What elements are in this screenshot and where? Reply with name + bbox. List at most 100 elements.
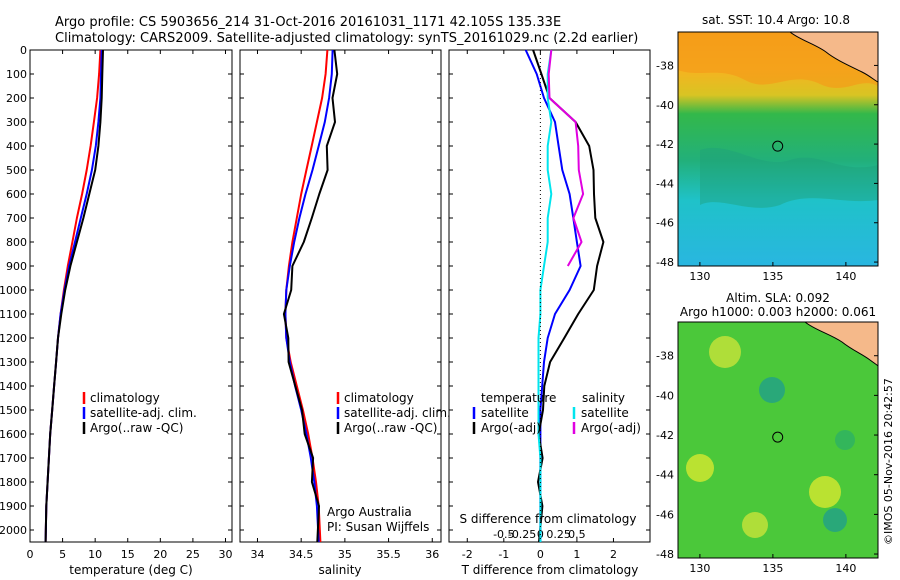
x-tick-label: 15 [121, 548, 135, 561]
s-difference-xlabel: S difference from climatology [460, 512, 637, 526]
y-tick-label: 300 [6, 116, 27, 129]
lat-tick-label: -40 [656, 99, 674, 112]
y-tick-label: 1000 [0, 284, 27, 297]
legend-label: climatology [344, 391, 414, 405]
sla-low [823, 508, 847, 532]
lat-tick-label: -46 [656, 508, 674, 521]
y-tick-label: 900 [6, 260, 27, 273]
lat-tick-label: -38 [656, 350, 674, 363]
y-tick-label: 1700 [0, 452, 27, 465]
sla-high [709, 336, 741, 368]
land-mass [789, 32, 878, 83]
sla-map-subtitle: Argo h1000: 0.003 h2000: 0.061 [680, 305, 876, 319]
sla-high [742, 512, 768, 538]
legend-group-temperature: temperature [481, 391, 556, 405]
series-line [282, 49, 339, 543]
lat-tick-label: -44 [656, 177, 674, 190]
y-tick-label: 600 [6, 188, 27, 201]
sla-low [759, 377, 785, 403]
difference-legend: temperature salinity satellite Argo(-adj… [472, 391, 641, 435]
cool-patch [700, 147, 878, 208]
legend-label: satellite-adj. clim. [344, 406, 451, 420]
y-tick-label: 700 [6, 212, 27, 225]
y-tick-label: 1300 [0, 356, 27, 369]
y-tick-label: 100 [6, 68, 27, 81]
argo-australia-credit: Argo Australia [327, 505, 412, 519]
lon-tick-label: 130 [689, 562, 710, 575]
temperature-panel-frame [29, 49, 233, 543]
y-tick-label: 1800 [0, 476, 27, 489]
legend-label: Argo(..raw -QC) [344, 421, 437, 435]
sla-map-axes: 130 135 140 -38 -40 -42 -44 -46 -48 [656, 350, 878, 575]
lon-tick-label: 135 [762, 562, 783, 575]
sla-low [835, 430, 855, 450]
y-tick-label: 1500 [0, 404, 27, 417]
temperature-legend: climatology satellite-adj. clim. Argo(..… [82, 391, 197, 435]
x-axis-ticks: 0 5 10 15 20 25 30 34 34.5 35 35.5 36 -2 -1 0 1 2 -0.5-0.… [27, 50, 617, 561]
y-tick-label: 1200 [0, 332, 27, 345]
y-tick-label: 1900 [0, 500, 27, 513]
sla-map-frame [677, 321, 879, 559]
lat-tick-label: -42 [656, 429, 674, 442]
t-difference-xlabel: T difference from climatology [461, 563, 639, 577]
lat-tick-label: -46 [656, 217, 674, 230]
salinity-legend: climatology satellite-adj. clim. Argo(..… [336, 391, 451, 435]
legend-label: climatology [90, 391, 160, 405]
x-tick-label: 2 [610, 548, 617, 561]
y-tick-label: 1100 [0, 308, 27, 321]
land-mass [803, 321, 878, 367]
x-tick-label: 10 [88, 548, 102, 561]
x-tick-label: 30 [218, 548, 232, 561]
legend-label: satellite [481, 406, 529, 420]
sst-map-axes: 130 135 140 -38 -40 -42 -44 -46 -48 [656, 59, 878, 283]
x-tick-label: -1 [498, 548, 509, 561]
lon-tick-label: 140 [835, 270, 856, 283]
lat-tick-label: -48 [656, 256, 674, 269]
sla-high [809, 476, 841, 508]
header-line2: Climatology: CARS2009. Satellite-adjuste… [55, 31, 638, 46]
x-tick-label: 0 [27, 548, 34, 561]
legend-label: Argo(-adj) [581, 421, 641, 435]
y-tick-label: 400 [6, 140, 27, 153]
y-tick-label: 1600 [0, 428, 27, 441]
sst-map-title: sat. SST: 10.4 Argo: 10.8 [702, 13, 850, 27]
lat-tick-label: -42 [656, 138, 674, 151]
lat-tick-label: -38 [656, 59, 674, 72]
salinity-xlabel: salinity [318, 563, 361, 577]
top-tick-label: -0.25 [508, 528, 536, 541]
profile-series [44, 49, 605, 543]
temperature-xlabel: temperature (deg C) [69, 563, 192, 577]
series-line [532, 49, 605, 543]
top-tick-label: 0.5 [568, 528, 586, 541]
legend-label: satellite-adj. clim. [90, 406, 197, 420]
lat-tick-label: -40 [656, 389, 674, 402]
series-line [547, 49, 585, 267]
y-tick-label: 1400 [0, 380, 27, 393]
sla-high [686, 454, 714, 482]
sla-heatmap [678, 321, 878, 558]
series-line [44, 49, 104, 543]
legend-label: Argo(..raw -QC) [90, 421, 183, 435]
x-tick-label: 0 [537, 548, 544, 561]
x-tick-label: 34 [250, 548, 264, 561]
lon-tick-label: 130 [689, 270, 710, 283]
y-tick-label: 2000 [0, 524, 27, 537]
sst-heatmap [678, 32, 878, 266]
y-tick-label: 500 [6, 164, 27, 177]
lat-tick-label: -48 [656, 548, 674, 561]
y-tick-label: 0 [20, 44, 27, 57]
legend-label: Argo(-adj) [481, 421, 541, 435]
y-tick-label: 800 [6, 236, 27, 249]
legend-label: satellite [581, 406, 629, 420]
sst-map-frame [677, 31, 879, 267]
x-tick-label: 1 [573, 548, 580, 561]
y-tick-label: 200 [6, 92, 27, 105]
top-tick-label: 0.25 [546, 528, 571, 541]
x-tick-label: -2 [462, 548, 473, 561]
x-tick-label: 25 [186, 548, 200, 561]
argo-location-marker [772, 431, 784, 443]
lon-tick-label: 140 [835, 562, 856, 575]
argo-location-marker [772, 140, 784, 152]
x-tick-label: 5 [59, 548, 66, 561]
